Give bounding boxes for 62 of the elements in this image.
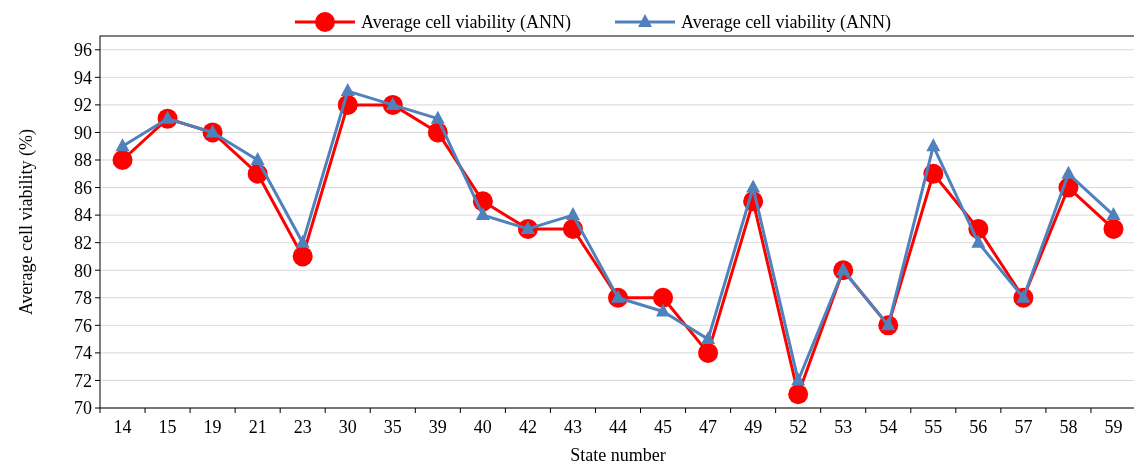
y-tick-label: 92	[74, 95, 92, 116]
point	[698, 342, 719, 363]
x-tick-label: 55	[924, 417, 943, 437]
x-tick-label: 14	[113, 417, 132, 437]
y-tick-label: 78	[74, 288, 92, 309]
point	[656, 303, 671, 317]
legend-label: Average cell viability (ANN)	[681, 12, 892, 34]
y-tick-label: 76	[74, 315, 92, 336]
point	[115, 138, 130, 152]
x-tick-label: 43	[563, 417, 582, 437]
x-axis-title: State number	[570, 445, 666, 461]
x-tick-label: 40	[473, 417, 492, 437]
y-tick-label: 72	[74, 370, 92, 391]
point	[112, 150, 133, 170]
point	[653, 287, 674, 308]
x-tick-label: 23	[293, 417, 312, 437]
point	[430, 110, 445, 124]
x-tick-label: 58	[1059, 417, 1078, 437]
point	[746, 179, 761, 193]
x-tick-label: 44	[609, 417, 627, 437]
y-tick-label: 80	[74, 260, 92, 281]
x-tick-label: 19	[203, 417, 222, 437]
x-tick-label: 47	[699, 417, 718, 437]
x-tick-label: 57	[1014, 417, 1033, 437]
x-tick-label: 21	[248, 417, 267, 437]
x-tick-label: 30	[338, 417, 357, 437]
legend-label: Average cell viability (ANN)	[361, 12, 572, 34]
point	[340, 83, 355, 97]
y-tick-label: 96	[74, 40, 92, 61]
x-tick-label: 52	[789, 417, 808, 437]
y-tick-label: 94	[74, 67, 92, 88]
point	[292, 246, 313, 267]
x-tick-label: 15	[158, 417, 177, 437]
point	[250, 152, 265, 165]
point	[295, 234, 310, 248]
y-tick-label: 82	[74, 232, 92, 253]
x-tick-label: 54	[879, 417, 898, 437]
x-tick-label: 39	[428, 417, 447, 437]
y-axis-title: Average cell viability (%)	[16, 128, 37, 316]
point	[1103, 218, 1124, 239]
point	[971, 234, 986, 248]
y-tick-label: 70	[74, 398, 92, 419]
point	[701, 331, 716, 345]
point	[1106, 207, 1121, 221]
y-tick-label: 74	[74, 343, 92, 364]
x-tick-label: 53	[834, 417, 853, 437]
x-tick-label: 56	[969, 417, 988, 437]
point	[788, 384, 809, 405]
point	[475, 207, 490, 221]
point	[1061, 165, 1076, 179]
x-tick-label: 45	[654, 417, 673, 437]
x-tick-label: 42	[518, 417, 537, 437]
point	[791, 372, 806, 386]
x-tick-label: 35	[383, 417, 402, 437]
y-tick-label: 84	[74, 205, 92, 226]
point	[926, 138, 941, 152]
x-tick-label: 59	[1104, 417, 1123, 437]
x-tick-label: 49	[744, 417, 763, 437]
y-tick-label: 88	[74, 150, 92, 171]
point	[565, 207, 580, 221]
y-tick-label: 86	[74, 177, 92, 198]
y-tick-label: 90	[74, 122, 92, 143]
